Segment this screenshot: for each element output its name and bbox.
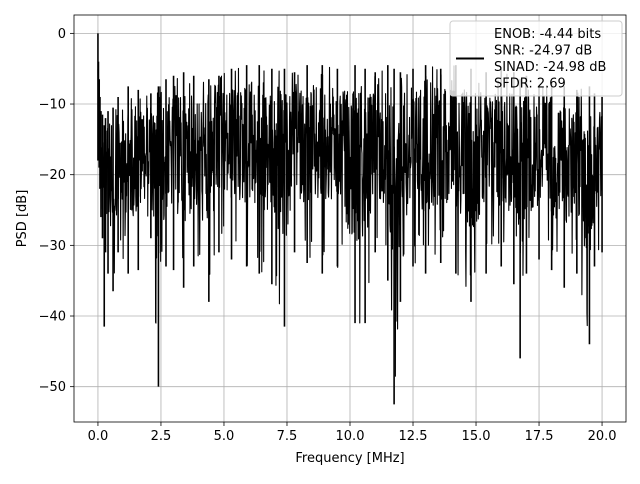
y-tick-label: −40 [39,310,66,325]
y-tick-label: −10 [39,98,66,113]
y-axis-label: PSD [dB] [15,190,30,248]
x-tick-label: 5.0 [214,429,235,444]
legend-entry-sinad: SINAD: -24.98 dB [494,60,606,75]
x-tick-label: 12.5 [399,429,428,444]
x-tick-label: 2.5 [151,429,172,444]
series-layer [97,33,603,405]
legend-entry-snr: SNR: -24.97 dB [494,44,592,59]
legend-entry-enob: ENOB: -4.44 bits [494,27,601,42]
tick-layer: 0.0 2.5 5.0 7.5 10.0 12.5 15.0 17.5 20.0 0 −10 −20 −… [39,27,617,444]
legend: ENOB: -4.44 bits SNR: -24.97 dB SINAD: -… [449,20,623,97]
psd-series-line [97,65,603,377]
x-axis-label: Frequency [MHz] [295,451,404,466]
x-tick-label: 20.0 [588,429,617,444]
y-tick-label: −50 [39,380,66,395]
x-tick-label: 17.5 [525,429,554,444]
legend-box [449,20,623,97]
legend-entry-sfdr: SFDR: 2.69 [494,77,566,92]
x-tick-label: 15.0 [462,429,491,444]
x-tick-label: 10.0 [336,429,365,444]
x-tick-label: 7.5 [277,429,298,444]
y-tick-label: 0 [58,27,66,42]
x-tick-label: 0.0 [88,429,109,444]
y-tick-label: −30 [39,239,66,254]
y-tick-label: −20 [39,168,66,183]
